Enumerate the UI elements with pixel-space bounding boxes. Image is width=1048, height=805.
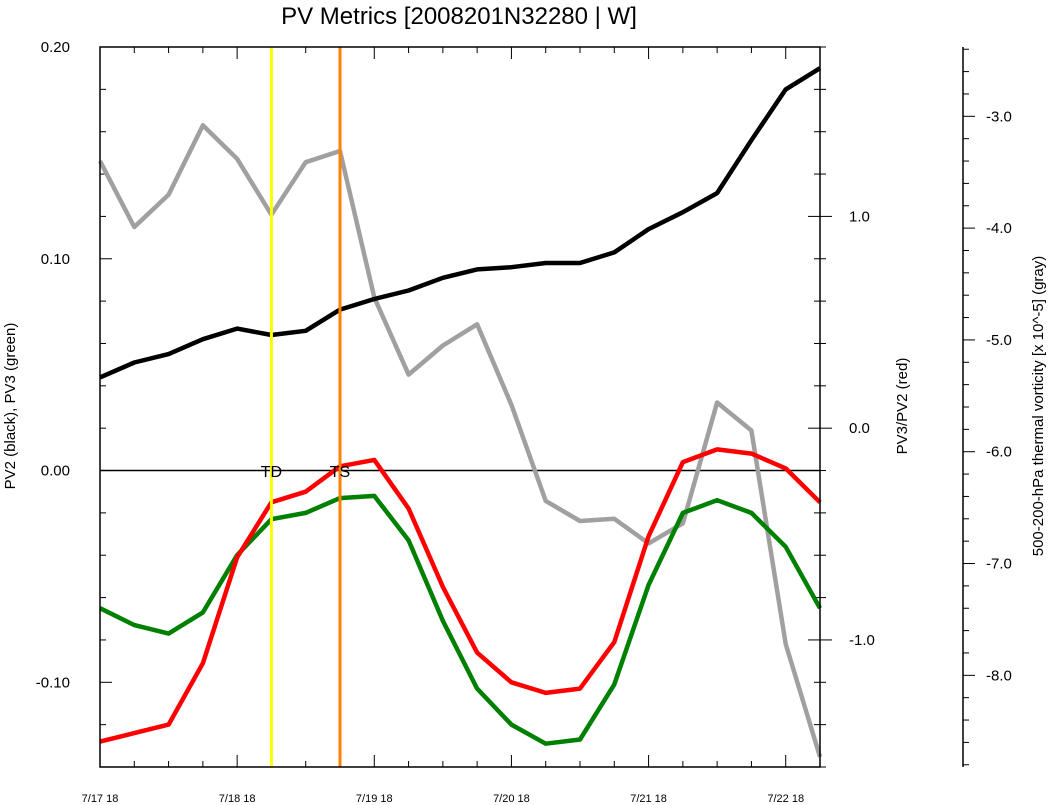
right-axis2-label: 500-200-hPa thermal vorticity [x 10^-5] … (1030, 256, 1047, 557)
right2-tick-label: -5.0 (986, 332, 1012, 349)
chart-title: PV Metrics [2008201N32280 | W] (281, 3, 637, 30)
right2-tick-label: -6.0 (986, 444, 1012, 461)
left-tick-label: 0.00 (41, 463, 70, 480)
right2-tick-label: -8.0 (986, 667, 1012, 684)
series-line-thermal-vorticity (98, 123, 823, 758)
event-label-ts: TS (330, 464, 350, 481)
right-axis1-label: PV3/PV2 (red) (894, 358, 911, 455)
x-tick-label: 7/21 18 (630, 793, 667, 805)
left-tick-label: -0.10 (36, 674, 70, 691)
right1-tick-label: 1.0 (849, 208, 870, 225)
right1-tick-label: 0.0 (849, 420, 870, 437)
right2-tick-label: -3.0 (986, 108, 1012, 125)
event-label-td: TD (261, 464, 282, 481)
right2-tick-label: -4.0 (986, 220, 1012, 237)
plot-frame (99, 46, 821, 768)
series-line-pv2 (99, 66, 822, 380)
x-tick-label: 7/19 18 (356, 793, 393, 805)
series-line-pv3-pv2 (99, 447, 822, 744)
series-line-pv3 (99, 493, 822, 746)
left-axis-label: PV2 (black), PV3 (green) (2, 323, 19, 490)
left-tick-label: 0.20 (41, 39, 70, 56)
x-tick-label: 7/17 18 (82, 793, 119, 805)
x-tick-label: 7/22 18 (767, 793, 804, 805)
right1-tick-label: -1.0 (849, 632, 875, 649)
x-tick-label: 7/18 18 (219, 793, 256, 805)
x-tick-label: 7/20 18 (493, 793, 530, 805)
right2-tick-label: -7.0 (986, 556, 1012, 573)
left-tick-label: 0.10 (41, 251, 70, 268)
